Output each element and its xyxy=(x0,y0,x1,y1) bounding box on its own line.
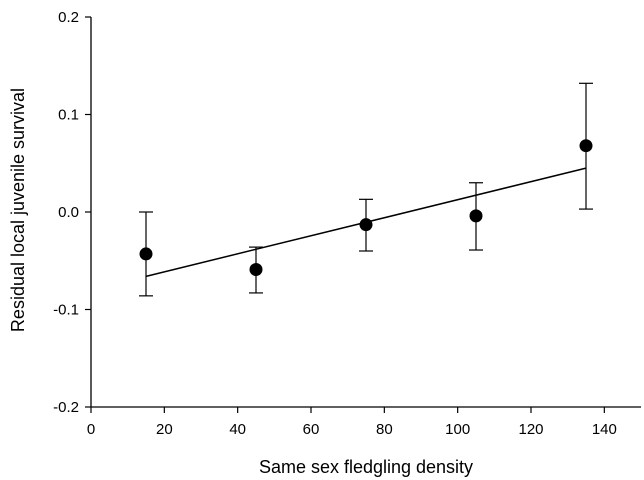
x-tick-label: 120 xyxy=(518,421,543,438)
data-point xyxy=(359,218,373,232)
y-axis-title: Residual local juvenile survival xyxy=(8,88,28,332)
x-tick-label: 100 xyxy=(445,421,470,438)
x-tick-label: 140 xyxy=(592,421,617,438)
data-point xyxy=(579,139,593,153)
x-tick-label: 20 xyxy=(156,421,173,438)
data-point xyxy=(469,209,483,223)
data-point xyxy=(249,263,263,277)
y-tick-label: -0.1 xyxy=(53,302,79,319)
x-tick-label: 40 xyxy=(229,421,246,438)
data-point xyxy=(139,247,153,261)
x-tick-label: 0 xyxy=(87,421,95,438)
x-axis-ticks: 0 20 40 60 80 100 120 140 xyxy=(87,407,617,438)
data-points xyxy=(139,139,593,277)
x-tick-label: 80 xyxy=(376,421,393,438)
x-tick-label: 60 xyxy=(303,421,320,438)
y-tick-label: 0.2 xyxy=(58,9,79,26)
error-bars xyxy=(139,82,593,297)
x-axis-title: Same sex fledgling density xyxy=(259,457,473,477)
y-tick-label: 0.0 xyxy=(58,204,79,221)
y-tick-label: 0.1 xyxy=(58,107,79,124)
y-axis-ticks: -0.2 -0.1 0.0 0.1 0.2 xyxy=(53,9,91,416)
y-tick-label: -0.2 xyxy=(53,399,79,416)
